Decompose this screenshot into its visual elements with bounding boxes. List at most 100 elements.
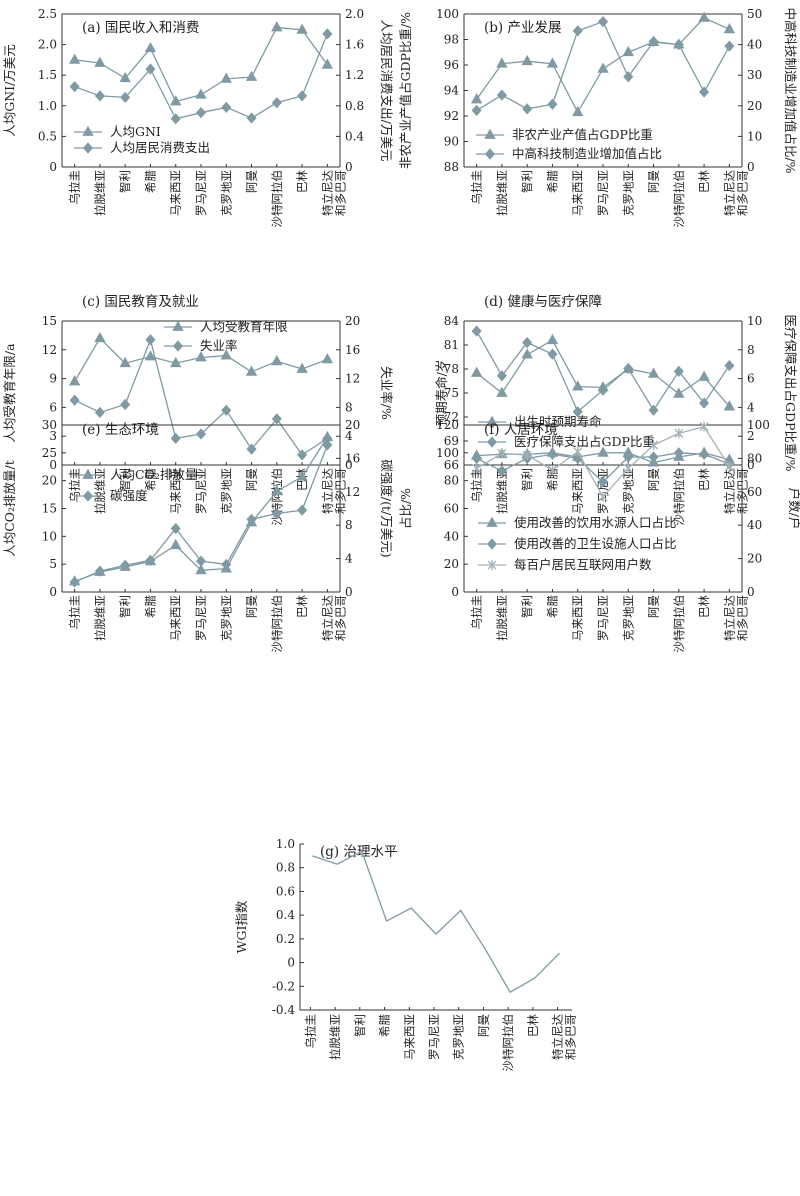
data-point bbox=[522, 450, 532, 461]
x-tick-label: 特立尼达 bbox=[722, 468, 736, 514]
y-tick-label: 98 bbox=[444, 33, 459, 47]
data-point bbox=[321, 430, 334, 442]
data-point bbox=[119, 356, 131, 368]
y-tick-label: 0.2 bbox=[276, 932, 295, 946]
x-tick-label: 希腊 bbox=[545, 170, 559, 193]
x-tick-label: 马来西亚 bbox=[571, 468, 585, 514]
x-tick-label: 乌拉圭 bbox=[470, 595, 484, 630]
y-tick-label: 0 bbox=[49, 585, 57, 599]
legend-marker bbox=[484, 148, 496, 160]
data-point bbox=[648, 404, 659, 416]
y-tick-label: 2.5 bbox=[38, 7, 57, 21]
y-tick-label: 80 bbox=[444, 474, 459, 488]
x-tick-label: 希腊 bbox=[143, 468, 157, 491]
x-tick-label: 罗马尼亚 bbox=[596, 595, 610, 641]
y-tick-label: 78 bbox=[444, 362, 459, 376]
x-tick-label: 罗马尼亚 bbox=[427, 1014, 441, 1060]
y2-tick-label: 20 bbox=[747, 552, 762, 566]
y2-tick-label: 16 bbox=[345, 343, 360, 357]
legend-label: 人均居民消费支出 bbox=[110, 140, 210, 155]
data-point bbox=[496, 89, 507, 101]
data-point bbox=[144, 41, 157, 53]
data-point bbox=[472, 463, 482, 474]
x-tick-label: 特立尼达 bbox=[320, 468, 334, 514]
y-tick-label: 81 bbox=[444, 338, 459, 352]
x-tick-label: 沙特阿拉伯 bbox=[672, 468, 686, 526]
y2-tick-label: 1.2 bbox=[345, 68, 364, 82]
y-tick-label: 84 bbox=[444, 314, 460, 328]
y-tick-label: 10 bbox=[42, 529, 57, 543]
x-tick-label: 克罗地亚 bbox=[621, 595, 635, 641]
y2-axis-title: 碳强度/(t/万美元) bbox=[379, 459, 394, 557]
data-point bbox=[170, 538, 182, 550]
data-point bbox=[68, 53, 81, 64]
data-point bbox=[648, 451, 659, 463]
data-point bbox=[245, 70, 258, 81]
data-point bbox=[195, 563, 207, 575]
data-point bbox=[496, 386, 508, 397]
panel-title: (b) 产业发展 bbox=[484, 20, 561, 36]
y2-tick-label: 20 bbox=[747, 99, 762, 113]
data-point bbox=[246, 513, 257, 525]
x-tick-label: 拉脱维亚 bbox=[495, 170, 509, 216]
y2-axis-title: 人均居民消费支出/万美元 bbox=[379, 20, 394, 162]
y-tick-label: 69 bbox=[444, 434, 459, 448]
x-tick-label: 巴林 bbox=[697, 170, 711, 193]
legend-marker bbox=[172, 320, 184, 331]
legend-marker bbox=[82, 142, 94, 154]
data-point bbox=[572, 380, 584, 391]
x-tick-label: 希腊 bbox=[545, 595, 559, 618]
data-point bbox=[69, 81, 80, 93]
y-tick-label: 0 bbox=[451, 585, 459, 599]
x-tick-label: 马来西亚 bbox=[571, 170, 585, 216]
x-tick-label: 智利 bbox=[118, 170, 132, 193]
x-tick-label: 沙特阿拉伯 bbox=[270, 468, 284, 526]
y2-tick-label: 10 bbox=[747, 129, 762, 143]
x-tick-label: 克罗地亚 bbox=[219, 468, 233, 514]
data-point bbox=[597, 446, 609, 457]
x-tick-label-line2: 和多巴哥 bbox=[735, 595, 749, 641]
y2-tick-label: 20 bbox=[345, 314, 360, 328]
y-tick-label: 2.0 bbox=[38, 38, 57, 52]
y2-axis-title: 失业率/% bbox=[379, 366, 394, 420]
x-tick-label: 克罗地亚 bbox=[452, 1014, 466, 1060]
data-point bbox=[120, 559, 131, 571]
y2-tick-label: 30 bbox=[747, 68, 762, 82]
y-tick-label: 5 bbox=[49, 557, 57, 571]
data-point bbox=[195, 88, 207, 99]
data-point bbox=[69, 576, 80, 588]
panel-title: (g) 治理水平 bbox=[320, 844, 397, 860]
legend-marker bbox=[82, 125, 94, 136]
data-point bbox=[699, 448, 710, 460]
x-tick-label: 智利 bbox=[520, 595, 534, 618]
x-tick-label: 沙特阿拉伯 bbox=[672, 595, 686, 653]
data-point bbox=[496, 57, 508, 68]
x-tick-label: 马来西亚 bbox=[571, 595, 585, 641]
data-point bbox=[271, 413, 282, 425]
y2-tick-label: 12 bbox=[345, 372, 360, 386]
legend-label: 人均CO₂排放量 bbox=[110, 467, 197, 482]
y-tick-label: 12 bbox=[42, 343, 57, 357]
x-tick-label: 拉脱维亚 bbox=[328, 1014, 342, 1060]
data-point bbox=[546, 333, 559, 345]
x-tick-label: 阿曼 bbox=[647, 170, 661, 193]
y-tick-label: 30 bbox=[42, 418, 57, 432]
y-tick-label: 9 bbox=[49, 372, 57, 386]
x-tick-label: 巴林 bbox=[697, 468, 711, 491]
y2-tick-label: 8 bbox=[345, 400, 353, 414]
legend-label: 医疗保障支出占GDP比重 bbox=[514, 434, 655, 449]
data-point bbox=[496, 465, 507, 477]
y-tick-label: 72 bbox=[444, 410, 459, 424]
data-point bbox=[246, 112, 257, 124]
x-tick-label: 智利 bbox=[353, 1014, 367, 1037]
legend-label: 非农产业产值占GDP比重 bbox=[512, 127, 653, 142]
x-tick-label: 乌拉圭 bbox=[68, 468, 82, 503]
x-tick-label: 沙特阿拉伯 bbox=[270, 170, 284, 228]
data-point bbox=[271, 354, 283, 366]
x-tick-label: 希腊 bbox=[378, 1014, 392, 1037]
x-tick-label: 智利 bbox=[118, 595, 132, 618]
data-point bbox=[673, 365, 684, 377]
data-point bbox=[724, 360, 735, 372]
